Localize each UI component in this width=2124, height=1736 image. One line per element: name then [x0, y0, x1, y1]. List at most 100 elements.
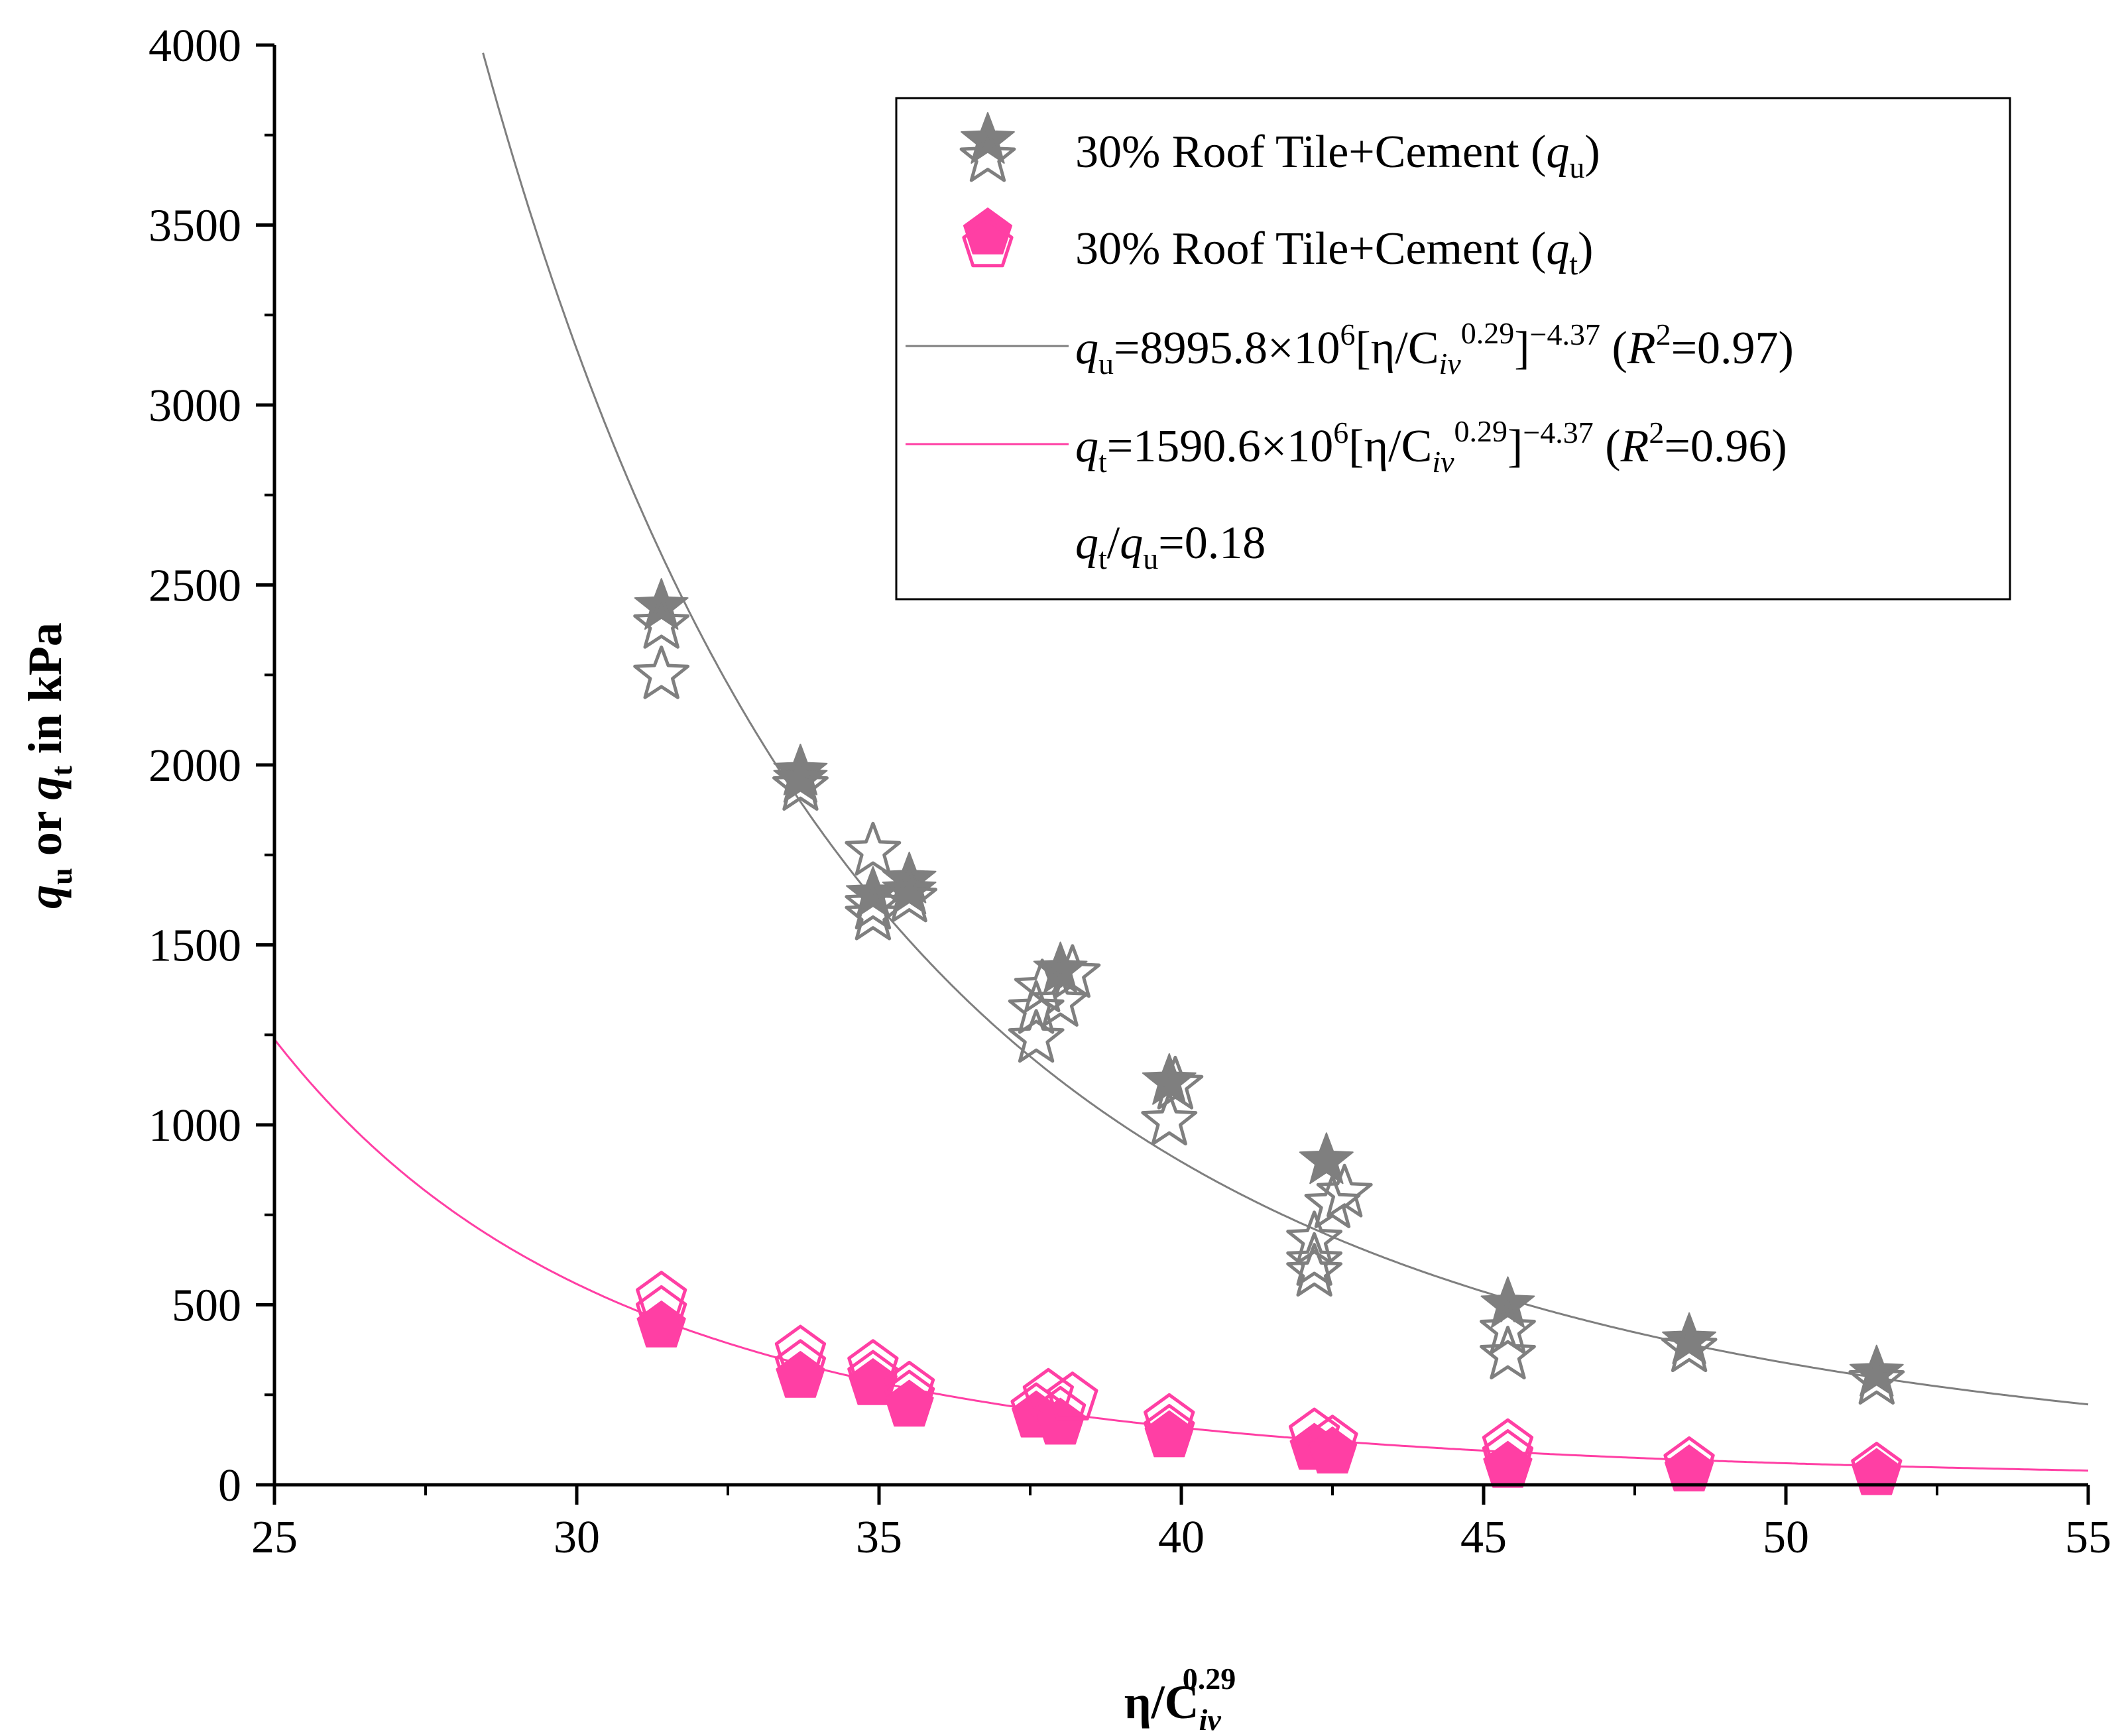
qu-fit-r: ( — [1600, 323, 1627, 374]
legend-entry-qt: 30% Roof Tile+Cement (qt) — [1075, 223, 1593, 281]
qu-data-point — [1141, 1092, 1198, 1145]
y-tick-label: 4000 — [148, 21, 241, 72]
qt-data-point — [776, 1351, 825, 1398]
legend: 30% Roof Tile+Cement (qu) 30% Roof Tile+… — [895, 97, 2011, 601]
qt-fit-pow: 6 — [1333, 416, 1348, 449]
qu-data-point — [1480, 1301, 1536, 1354]
y-axis-title-mid: or — [19, 800, 72, 868]
legend-entry-qu-fit: qu=8995.8×106[η/Civ0.29]−4.37 (R2=0.97) — [1075, 316, 1794, 380]
qu-fit-curve — [482, 52, 2089, 1406]
qt-fit-r: ( — [1594, 421, 1621, 472]
qt-data-point — [1483, 1440, 1533, 1488]
qt-fit-neg: −4.37 — [1523, 416, 1593, 449]
legend-entry-qt-q: q — [1546, 223, 1569, 274]
y-axis-title-q1: q — [19, 885, 72, 909]
x-axis-title-base: η/C — [1124, 1676, 1199, 1729]
ratio-q1: q — [1075, 518, 1098, 569]
qt-data-point — [1047, 1371, 1098, 1420]
legend-box — [895, 97, 2011, 601]
qu-fit-exp: 0.29 — [1461, 316, 1515, 350]
qu-data-point — [1044, 944, 1101, 998]
ratio-slash: / — [1107, 518, 1120, 569]
qu-data-point — [1304, 1175, 1361, 1228]
ratio-q2: q — [1120, 518, 1143, 569]
y-axis-title-sub2: t — [44, 766, 78, 776]
qt-fit-sub: t — [1098, 445, 1107, 479]
qu-data-point — [633, 595, 690, 649]
ratio-sub1: t — [1098, 542, 1107, 575]
qt-fit-two: 2 — [1649, 416, 1664, 449]
qu-data-point — [633, 645, 690, 699]
qu-data-point — [1147, 1055, 1204, 1110]
qu-fit-pow: 6 — [1340, 318, 1355, 351]
qu-data-point — [1032, 972, 1089, 1027]
x-axis-title-sup: 0.29 — [1183, 1662, 1236, 1696]
qu-data-point — [1316, 1163, 1373, 1218]
y-tick-label: 1500 — [148, 921, 241, 972]
plot-area — [273, 52, 2089, 1495]
y-ticks: 0 500 1000 1500 2000 2500 3000 3500 4000 — [148, 21, 274, 1511]
qt-data-point — [1852, 1448, 1901, 1495]
qu-fit-eq: =8995.8×10 — [1114, 323, 1340, 374]
qu-data-point — [1662, 1312, 1716, 1364]
qt-data-point — [636, 1301, 686, 1348]
legend-symbols — [959, 112, 1016, 268]
y-tick-label: 2000 — [148, 740, 241, 791]
qu-fit-sub: u — [1098, 347, 1114, 380]
legend-pentagon-open-icon — [962, 218, 1014, 268]
axes: 25 30 35 40 45 50 55 0 500 1000 1500 2000 2500 3000 3… — [148, 21, 2111, 1563]
qt-fit-R: R — [1620, 421, 1649, 472]
qt-data-point — [1664, 1444, 1714, 1491]
qu-fit-R: R — [1627, 323, 1656, 374]
legend-entry-qu-text: 30% Roof Tile+Cement ( — [1075, 127, 1546, 178]
y-tick-label: 3500 — [148, 201, 241, 252]
qu-data-point — [634, 578, 689, 630]
x-tick-label: 30 — [554, 1512, 600, 1563]
qu-data-point — [1286, 1243, 1343, 1297]
qu-data-point — [1661, 1318, 1718, 1373]
legend-star-filled-icon — [961, 112, 1015, 164]
legend-entry-qt-sub: t — [1569, 247, 1578, 281]
qu-data-point — [1008, 1009, 1065, 1063]
x-tick-label: 45 — [1460, 1512, 1507, 1563]
legend-entry-qu-q: q — [1546, 127, 1569, 178]
legend-entry-qu: 30% Roof Tile+Cement (qu) — [1075, 127, 1600, 184]
qu-fit-val: =0.97) — [1671, 323, 1794, 374]
x-tick-label: 40 — [1158, 1512, 1205, 1563]
qt-fit-curve — [273, 1039, 2089, 1472]
qu-fit-neg: −4.37 — [1530, 318, 1600, 351]
qu-data-point — [845, 886, 902, 941]
qu-fit-br: [η/C — [1355, 323, 1439, 374]
qu-fit-close: ] — [1514, 323, 1529, 374]
legend-pentagon-filled-icon — [963, 207, 1013, 255]
x-axis-title: η/Civ 0.29 — [1124, 1662, 1236, 1736]
x-tick-label: 55 — [2065, 1512, 2111, 1563]
qu-data-point — [1849, 1344, 1904, 1397]
y-axis-title-tail: in kPa — [19, 622, 72, 766]
y-tick-label: 0 — [218, 1460, 241, 1511]
qu-data-point — [1299, 1132, 1354, 1185]
y-tick-label: 500 — [172, 1281, 241, 1332]
qt-data-point — [1035, 1397, 1085, 1445]
qt-fit-close: ] — [1507, 421, 1523, 472]
x-axis-title-sub: iv — [1199, 1703, 1222, 1736]
qt-fit-exp: 0.29 — [1454, 414, 1508, 448]
qt-fit-iv: iv — [1432, 445, 1454, 479]
legend-entry-qu-sub: u — [1569, 150, 1584, 184]
qt-data-point — [1144, 1410, 1194, 1458]
legend-entry-qt-text: 30% Roof Tile+Cement ( — [1075, 223, 1546, 274]
legend-star-open-icon — [959, 128, 1016, 182]
legend-entry-qt-close: ) — [1578, 223, 1593, 274]
y-axis-title: qu or qt in kPa — [19, 622, 78, 909]
qu-data-point — [845, 821, 902, 876]
y-tick-label: 2500 — [148, 561, 241, 612]
y-tick-label: 3000 — [148, 380, 241, 432]
ratio-sub2: u — [1143, 542, 1158, 575]
qt-fit-br: [η/C — [1348, 421, 1432, 472]
qu-data-point — [882, 862, 937, 914]
y-tick-label: 1000 — [148, 1100, 241, 1151]
legend-entry-qt-fit: qt=1590.6×106[η/Civ0.29]−4.37 (R2=0.96) — [1075, 414, 1787, 479]
x-tick-label: 50 — [1763, 1512, 1809, 1563]
qt-fit-eq: =1590.6×10 — [1107, 421, 1333, 472]
qu-fit-q: q — [1075, 323, 1098, 374]
